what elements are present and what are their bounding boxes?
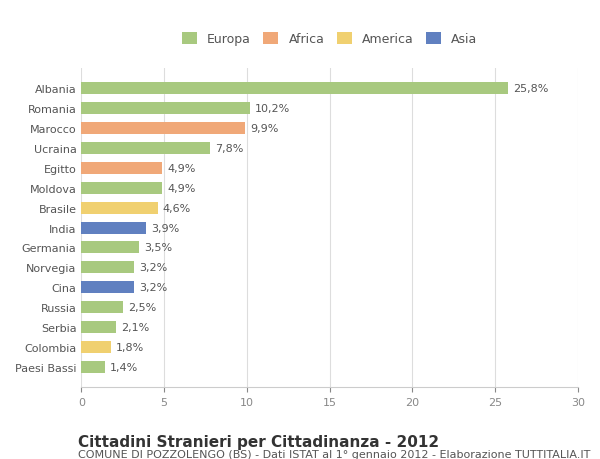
Bar	[82, 202, 158, 214]
Text: 25,8%: 25,8%	[514, 84, 549, 94]
Text: 1,8%: 1,8%	[116, 342, 145, 352]
Bar	[82, 143, 211, 155]
Bar	[82, 321, 116, 333]
Bar	[82, 103, 250, 115]
Text: 4,9%: 4,9%	[167, 163, 196, 174]
Bar	[82, 282, 134, 294]
Bar	[82, 123, 245, 134]
Text: 7,8%: 7,8%	[215, 144, 244, 153]
Text: Cittadini Stranieri per Cittadinanza - 2012: Cittadini Stranieri per Cittadinanza - 2…	[78, 434, 439, 449]
Text: 1,4%: 1,4%	[110, 362, 138, 372]
Bar	[82, 162, 163, 174]
Legend: Europa, Africa, America, Asia: Europa, Africa, America, Asia	[182, 33, 478, 46]
Text: 2,1%: 2,1%	[121, 322, 149, 332]
Bar	[82, 182, 163, 194]
Bar	[82, 361, 104, 373]
Bar	[82, 302, 123, 313]
Text: 3,5%: 3,5%	[144, 243, 172, 253]
Text: 3,2%: 3,2%	[139, 283, 167, 293]
Text: 9,9%: 9,9%	[250, 123, 278, 134]
Text: 3,9%: 3,9%	[151, 223, 179, 233]
Text: 3,2%: 3,2%	[139, 263, 167, 273]
Text: 4,6%: 4,6%	[163, 203, 191, 213]
Bar	[82, 341, 111, 353]
Text: COMUNE DI POZZOLENGO (BS) - Dati ISTAT al 1° gennaio 2012 - Elaborazione TUTTITA: COMUNE DI POZZOLENGO (BS) - Dati ISTAT a…	[78, 449, 590, 459]
Bar	[82, 262, 134, 274]
Text: 10,2%: 10,2%	[255, 104, 290, 114]
Text: 2,5%: 2,5%	[128, 302, 156, 313]
Bar	[82, 222, 146, 234]
Bar	[82, 242, 139, 254]
Text: 4,9%: 4,9%	[167, 183, 196, 193]
Bar	[82, 83, 508, 95]
